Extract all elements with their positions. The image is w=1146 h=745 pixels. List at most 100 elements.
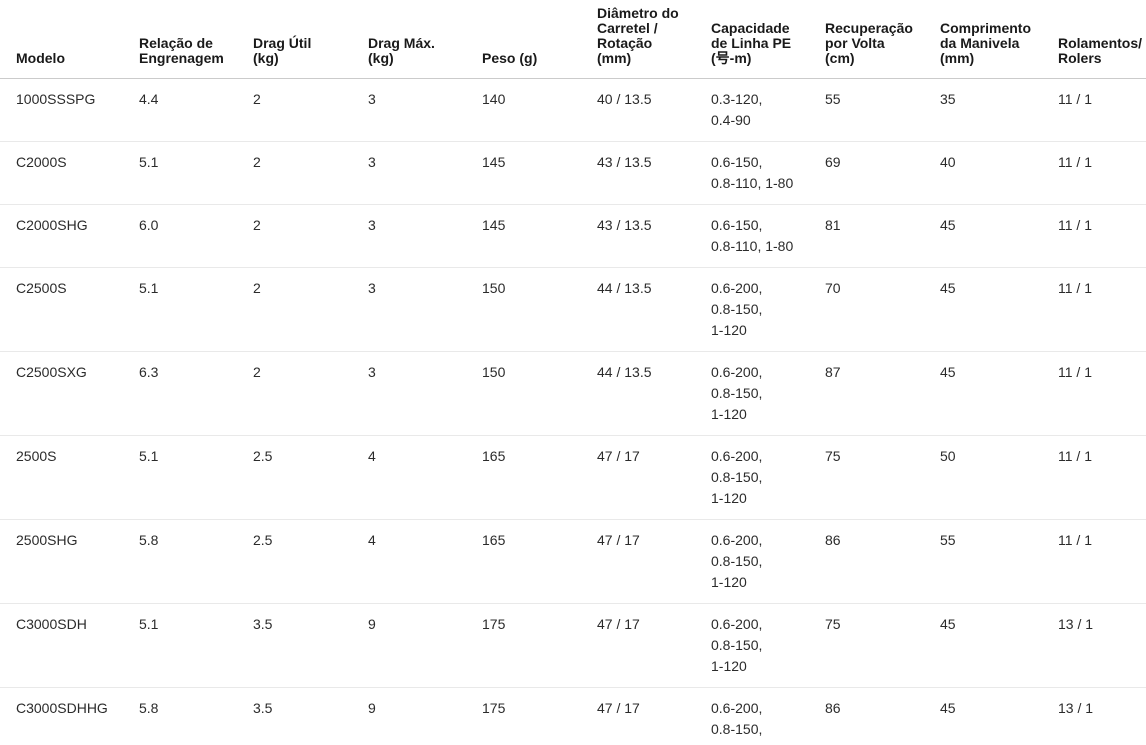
cell-diametro-carretel: 47 / 17 [597, 616, 640, 632]
cell-peso: 175 [482, 616, 506, 632]
cell-recuperacao-volta: 87 [825, 364, 841, 380]
cell-modelo: 1000SSSPG [16, 91, 96, 107]
cell-rolamentos-rolers: 11 / 1 [1058, 280, 1092, 296]
cell-drag-util: 2 [253, 217, 261, 233]
cell-peso: 165 [482, 448, 506, 464]
cell-modelo: C2500S [16, 280, 67, 296]
cell-drag-max: 3 [368, 280, 376, 296]
cell-peso: 145 [482, 154, 506, 170]
cell-comprimento-manivela: 45 [940, 364, 956, 380]
table-row: C2000SHG 6.0 2 3 145 43 / 13.5 0.6-150, 0.8-11… [0, 205, 1146, 268]
cell-diametro-carretel: 44 / 13.5 [597, 364, 652, 380]
cell-capacidade-linha-pe: 0.6-200, 0.8-150, 1-120 [711, 532, 763, 590]
table-row: C3000SDH 5.1 3.5 9 175 47 / 17 0.6-200, 0.8-15… [0, 604, 1146, 688]
cell-drag-max: 9 [368, 700, 376, 716]
cell-relacao-engrenagem: 5.1 [139, 616, 159, 632]
cell-relacao-engrenagem: 5.8 [139, 700, 159, 716]
cell-comprimento-manivela: 45 [940, 280, 956, 296]
cell-rolamentos-rolers: 13 / 1 [1058, 700, 1094, 716]
cell-recuperacao-volta: 75 [825, 616, 841, 632]
table-row: C2000S 5.1 2 3 145 43 / 13.5 0.6-150, 0.8-110,… [0, 142, 1146, 205]
cell-drag-util: 2 [253, 91, 261, 107]
cell-drag-max: 3 [368, 91, 376, 107]
cell-capacidade-linha-pe: 0.6-200, 0.8-150, 1-120 [711, 364, 763, 422]
cell-relacao-engrenagem: 5.1 [139, 154, 159, 170]
table-row: 2500SHG 5.8 2.5 4 165 47 / 17 0.6-200, 0.8-150… [0, 520, 1146, 604]
cell-drag-max: 3 [368, 364, 376, 380]
cell-comprimento-manivela: 50 [940, 448, 956, 464]
cell-diametro-carretel: 43 / 13.5 [597, 217, 652, 233]
column-header-relacao-engrenagem: Relação de Engrenagem [139, 35, 224, 66]
column-header-drag-max: Drag Máx. (kg) [368, 35, 435, 66]
cell-recuperacao-volta: 86 [825, 532, 841, 548]
table-row: 2500S 5.1 2.5 4 165 47 / 17 0.6-200, 0.8-150, … [0, 436, 1146, 520]
cell-peso: 150 [482, 364, 506, 380]
cell-capacidade-linha-pe: 0.6-200, 0.8-150, 1-120 [711, 700, 763, 745]
cell-capacidade-linha-pe: 0.6-150, 0.8-110, 1-80 [711, 154, 794, 191]
cell-relacao-engrenagem: 5.1 [139, 448, 159, 464]
cell-relacao-engrenagem: 5.8 [139, 532, 159, 548]
cell-drag-util: 2 [253, 280, 261, 296]
cell-comprimento-manivela: 45 [940, 217, 956, 233]
cell-relacao-engrenagem: 5.1 [139, 280, 159, 296]
cell-recuperacao-volta: 55 [825, 91, 841, 107]
cell-drag-util: 2.5 [253, 448, 273, 464]
column-header-modelo: Modelo [16, 50, 65, 66]
cell-recuperacao-volta: 75 [825, 448, 841, 464]
cell-capacidade-linha-pe: 0.6-200, 0.8-150, 1-120 [711, 280, 763, 338]
cell-modelo: 2500S [16, 448, 57, 464]
column-header-comprimento-manivela: Comprimento da Manivela (mm) [940, 20, 1031, 66]
cell-rolamentos-rolers: 11 / 1 [1058, 154, 1092, 170]
cell-drag-util: 2 [253, 364, 261, 380]
cell-rolamentos-rolers: 11 / 1 [1058, 448, 1092, 464]
cell-modelo: C2000SHG [16, 217, 88, 233]
cell-comprimento-manivela: 35 [940, 91, 956, 107]
cell-rolamentos-rolers: 11 / 1 [1058, 364, 1092, 380]
cell-recuperacao-volta: 81 [825, 217, 841, 233]
column-header-diametro-carretel: Diâmetro do Carretel / Rotação (mm) [597, 5, 679, 66]
cell-drag-util: 2 [253, 154, 261, 170]
cell-peso: 175 [482, 700, 506, 716]
cell-relacao-engrenagem: 6.0 [139, 217, 159, 233]
column-header-peso: Peso (g) [482, 50, 538, 66]
cell-capacidade-linha-pe: 0.6-200, 0.8-150, 1-120 [711, 616, 763, 674]
cell-modelo: C3000SDH [16, 616, 87, 632]
cell-diametro-carretel: 47 / 17 [597, 700, 640, 716]
cell-comprimento-manivela: 40 [940, 154, 956, 170]
column-header-drag-util: Drag Útil (kg) [253, 35, 312, 66]
table-body: 1000SSSPG 4.4 2 3 140 40 / 13.5 0.3-120, 0.4-9… [0, 79, 1146, 745]
cell-recuperacao-volta: 86 [825, 700, 841, 716]
cell-rolamentos-rolers: 11 / 1 [1058, 532, 1092, 548]
cell-peso: 150 [482, 280, 506, 296]
cell-relacao-engrenagem: 4.4 [139, 91, 159, 107]
cell-modelo: C3000SDHHG [16, 700, 108, 716]
cell-diametro-carretel: 47 / 17 [597, 532, 640, 548]
table-row: C2500S 5.1 2 3 150 44 / 13.5 0.6-200, 0.8-150,… [0, 268, 1146, 352]
cell-drag-max: 3 [368, 217, 376, 233]
cell-drag-max: 9 [368, 616, 376, 632]
cell-diametro-carretel: 47 / 17 [597, 448, 640, 464]
cell-comprimento-manivela: 45 [940, 616, 956, 632]
cell-capacidade-linha-pe: 0.6-200, 0.8-150, 1-120 [711, 448, 763, 506]
table-row: C3000SDHHG 5.8 3.5 9 175 47 / 17 0.6-200, 0.8-… [0, 688, 1146, 745]
cell-diametro-carretel: 44 / 13.5 [597, 280, 652, 296]
cell-drag-max: 4 [368, 448, 376, 464]
cell-diametro-carretel: 40 / 13.5 [597, 91, 652, 107]
cell-rolamentos-rolers: 13 / 1 [1058, 616, 1094, 632]
cell-drag-util: 2.5 [253, 532, 273, 548]
cell-peso: 145 [482, 217, 506, 233]
cell-drag-max: 3 [368, 154, 376, 170]
cell-diametro-carretel: 43 / 13.5 [597, 154, 652, 170]
cell-comprimento-manivela: 55 [940, 532, 956, 548]
column-header-rolamentos-rolers: Rolamentos/ Rolers [1058, 35, 1143, 66]
cell-peso: 140 [482, 91, 506, 107]
cell-drag-util: 3.5 [253, 616, 273, 632]
cell-rolamentos-rolers: 11 / 1 [1058, 217, 1092, 233]
table-row: C2500SXG 6.3 2 3 150 44 / 13.5 0.6-200, 0.8-15… [0, 352, 1146, 436]
cell-relacao-engrenagem: 6.3 [139, 364, 159, 380]
cell-drag-max: 4 [368, 532, 376, 548]
cell-modelo: 2500SHG [16, 532, 78, 548]
cell-peso: 165 [482, 532, 506, 548]
